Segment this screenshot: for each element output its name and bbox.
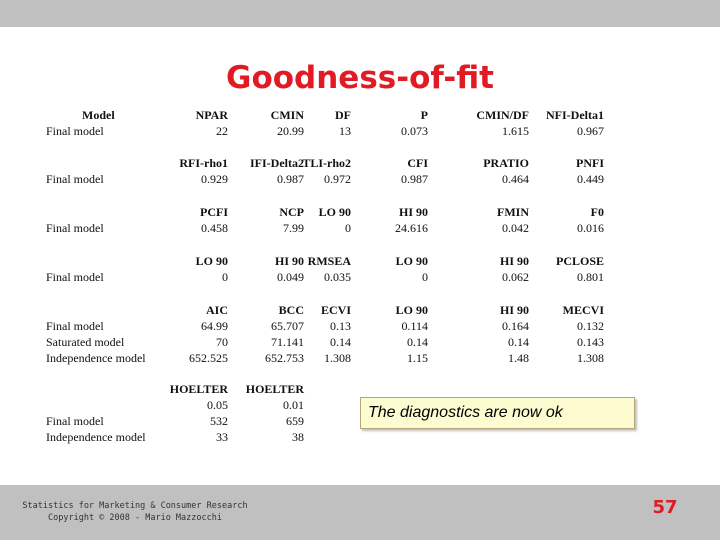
stat-value: 64.99 (201, 319, 228, 333)
column-header: PNFI (576, 156, 604, 170)
column-header: NFI-Delta1 (546, 108, 604, 122)
stat-value: 1.308 (324, 351, 351, 365)
stat-value: 0 (222, 270, 228, 284)
stat-value: 0.132 (577, 319, 604, 333)
top-bar (0, 0, 720, 27)
column-header: MECVI (562, 303, 604, 317)
column-header: BCC (278, 303, 304, 317)
column-header: FMIN (497, 205, 529, 219)
column-header: IFI-Delta2 (250, 156, 304, 170)
stat-value: 0.14 (330, 335, 351, 349)
column-header: LO 90 (195, 254, 228, 268)
column-header: HOELTER (245, 382, 304, 396)
stat-value: 652.753 (265, 351, 304, 365)
stat-value: 71.141 (271, 335, 304, 349)
stat-value: 0.016 (577, 221, 604, 235)
footer-bar: Statistics for Marketing & Consumer Rese… (0, 485, 720, 540)
column-header: HI 90 (499, 303, 529, 317)
column-header: DF (335, 108, 351, 122)
column-header: CFI (407, 156, 428, 170)
model-header: Model (82, 108, 115, 122)
stat-value: 659 (286, 414, 304, 428)
stat-value: 0.972 (324, 172, 351, 186)
column-header: F0 (590, 205, 604, 219)
footer-line-2: Copyright © 2008 - Mario Mazzocchi (48, 513, 222, 523)
stat-value: 0.458 (201, 221, 228, 235)
stat-value: 0.464 (502, 172, 529, 186)
stat-value: 20.99 (277, 124, 304, 138)
column-header: P (420, 108, 428, 122)
column-header: LO 90 (395, 303, 428, 317)
column-header: PRATIO (483, 156, 529, 170)
column-header: HI 90 (274, 254, 304, 268)
row-label: Independence model (46, 351, 146, 365)
row-label: Final model (46, 270, 104, 284)
page-number: 57 (652, 497, 678, 518)
row-label: Saturated model (46, 335, 125, 349)
stat-value: 652.525 (189, 351, 228, 365)
stat-value: 0.987 (401, 172, 428, 186)
stat-value: 70 (216, 335, 228, 349)
footer-text: Statistics for Marketing & Consumer Rese… (0, 500, 270, 524)
stat-value: 0.967 (577, 124, 604, 138)
column-header: RMSEA (307, 254, 351, 268)
column-header: HI 90 (398, 205, 428, 219)
slide-title: Goodness-of-fit (226, 60, 494, 96)
column-header: LO 90 (395, 254, 428, 268)
column-header: TLI-rho2 (302, 156, 351, 170)
footer-line-1: Statistics for Marketing & Consumer Rese… (22, 501, 248, 511)
stat-value: 0.143 (577, 335, 604, 349)
stat-value: 1.615 (502, 124, 529, 138)
column-header: HOELTER (169, 382, 228, 396)
column-header: NPAR (195, 108, 228, 122)
stat-value: 1.308 (577, 351, 604, 365)
stat-value: 24.616 (395, 221, 428, 235)
stat-value: 13 (339, 124, 351, 138)
stat-value: 0.801 (577, 270, 604, 284)
stat-value: 0.114 (401, 319, 428, 333)
row-label: Final model (46, 319, 104, 333)
stat-value: 0.042 (502, 221, 529, 235)
column-header: HI 90 (499, 254, 529, 268)
column-header: ECVI (320, 303, 351, 317)
column-header: CMIN (270, 108, 304, 122)
stat-value: 1.48 (508, 351, 529, 365)
stat-value: 65.707 (271, 319, 304, 333)
stat-value: 532 (210, 414, 228, 428)
column-header: LO 90 (318, 205, 351, 219)
row-label: Final model (46, 124, 104, 138)
column-header: PCLOSE (555, 254, 604, 268)
stat-value: 0.035 (324, 270, 351, 284)
stat-value: 0.01 (283, 398, 304, 412)
row-label: Final model (46, 221, 104, 235)
stat-value: 0.05 (207, 398, 228, 412)
row-label: Final model (46, 414, 104, 428)
stat-value: 38 (292, 430, 304, 444)
stat-value: 0.449 (577, 172, 604, 186)
stat-value: 7.99 (283, 221, 304, 235)
stat-value: 0.062 (502, 270, 529, 284)
row-label: Independence model (46, 430, 146, 444)
column-header: AIC (205, 303, 228, 317)
row-label: Final model (46, 172, 104, 186)
stat-value: 0 (422, 270, 428, 284)
column-header: PCFI (200, 205, 228, 219)
column-header: RFI-rho1 (179, 156, 228, 170)
diagnostics-note: The diagnostics are now ok (360, 397, 635, 429)
column-header: NCP (279, 205, 304, 219)
stat-value: 1.15 (407, 351, 428, 365)
stat-value: 0.929 (201, 172, 228, 186)
stat-value: 0.049 (277, 270, 304, 284)
stat-value: 0.14 (407, 335, 428, 349)
stat-value: 0.164 (502, 319, 529, 333)
column-header: CMIN/DF (476, 108, 529, 122)
stat-value: 0.073 (401, 124, 428, 138)
stat-value: 33 (216, 430, 228, 444)
stat-value: 0.987 (277, 172, 304, 186)
stat-value: 0.13 (330, 319, 351, 333)
stat-value: 22 (216, 124, 228, 138)
stat-value: 0.14 (508, 335, 529, 349)
stat-value: 0 (345, 221, 351, 235)
